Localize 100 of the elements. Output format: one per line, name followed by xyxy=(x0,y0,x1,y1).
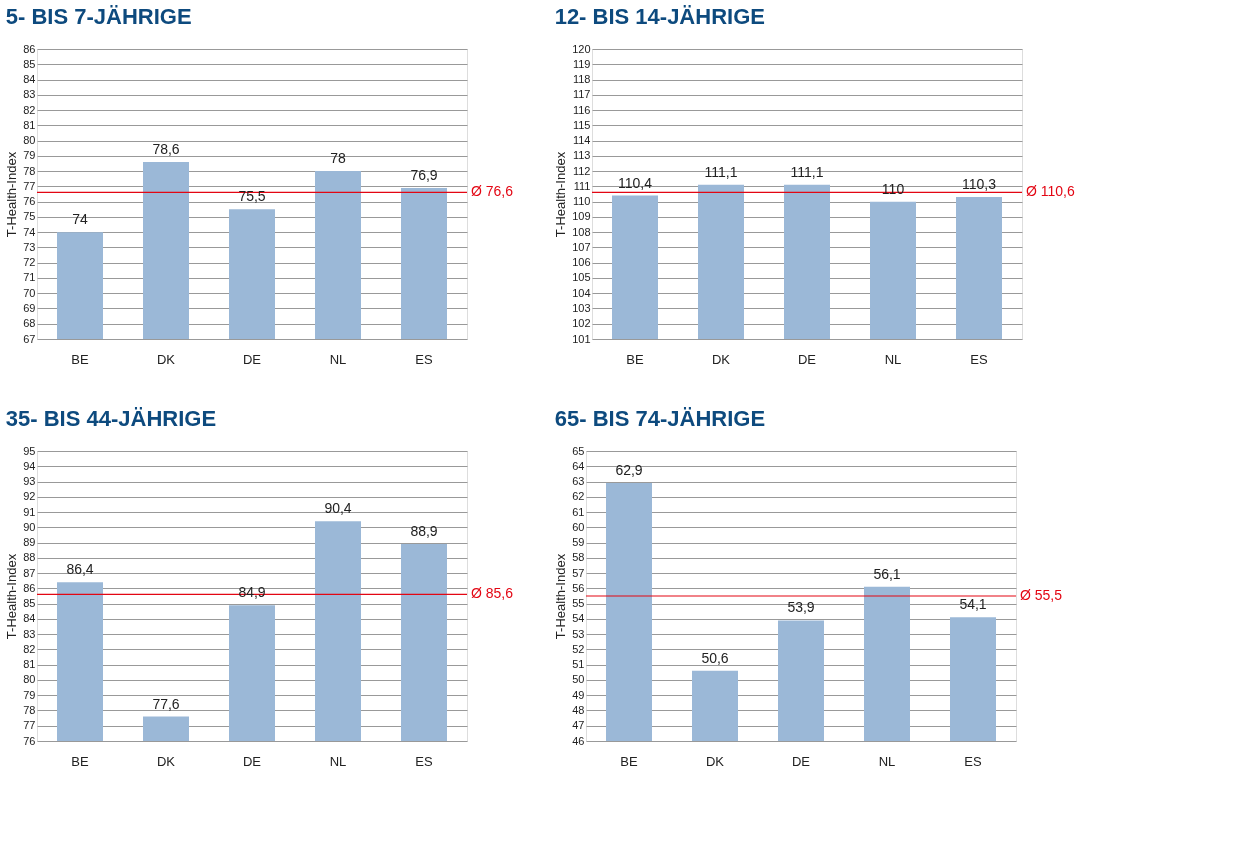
chart-title: 12- BIS 14-JÄHRIGE xyxy=(554,4,765,29)
y-tick-label: 64 xyxy=(572,459,585,472)
ref-line-label: Ø 55,5 xyxy=(1020,587,1063,603)
y-tick-label: 76 xyxy=(23,734,36,747)
y-tick-label: 51 xyxy=(572,658,585,671)
y-tick-label: 120 xyxy=(572,42,591,55)
y-tick-label: 83 xyxy=(23,88,36,101)
y-tick-label: 47 xyxy=(572,719,585,732)
y-tick-label: 62 xyxy=(572,490,585,503)
y-tick-label: 102 xyxy=(572,317,591,330)
data-label: 78 xyxy=(330,150,346,167)
y-tick-label: 113 xyxy=(572,149,591,162)
y-tick-label: 75 xyxy=(23,210,36,223)
y-tick-label: 82 xyxy=(23,103,36,116)
y-tick-label: 68 xyxy=(23,317,36,330)
x-tick-label: DK xyxy=(705,753,725,769)
x-tick-label: DK xyxy=(156,753,176,769)
y-tick-label: 81 xyxy=(23,658,36,671)
y-tick-label: 81 xyxy=(23,118,36,131)
y-tick-label: 78 xyxy=(23,703,36,716)
x-tick-label: ES xyxy=(415,351,433,367)
ref-line-label: Ø 76,6 xyxy=(471,183,514,200)
x-tick-label: ES xyxy=(964,753,982,769)
x-tick-label: DK xyxy=(711,351,731,367)
y-tick-label: 49 xyxy=(572,688,585,701)
y-tick-label: 59 xyxy=(572,536,585,549)
x-tick-label: DE xyxy=(791,753,811,769)
y-tick-label: 85 xyxy=(23,597,36,610)
data-label: 62,9 xyxy=(615,462,643,479)
y-tick-label: 70 xyxy=(23,286,36,299)
y-tick-label: 57 xyxy=(572,566,585,579)
data-label: 86,4 xyxy=(66,561,94,578)
y-tick-label: 89 xyxy=(23,536,36,549)
data-label: 88,9 xyxy=(410,523,438,540)
y-axis-title: T-Health-Index xyxy=(4,553,20,640)
y-tick-label: 83 xyxy=(23,627,36,640)
y-tick-label: 72 xyxy=(23,256,36,269)
x-tick-label: BE xyxy=(626,351,644,367)
y-tick-label: 110 xyxy=(572,195,591,208)
y-tick-label: 92 xyxy=(23,490,36,503)
y-tick-label: 116 xyxy=(572,103,591,116)
y-tick-label: 115 xyxy=(572,118,591,131)
y-tick-label: 46 xyxy=(572,734,585,747)
y-tick-label: 79 xyxy=(23,688,36,701)
y-tick-label: 112 xyxy=(572,164,591,177)
y-tick-label: 63 xyxy=(572,475,585,488)
y-tick-label: 82 xyxy=(23,642,36,655)
data-label: 110,4 xyxy=(618,174,653,191)
y-tick-label: 101 xyxy=(572,332,591,345)
x-tick-label: DE xyxy=(242,753,262,769)
y-tick-label: 65 xyxy=(572,444,585,457)
x-tick-label: DE xyxy=(797,351,817,367)
y-tick-label: 74 xyxy=(23,225,36,238)
y-tick-label: 54 xyxy=(572,612,585,625)
y-tick-label: 84 xyxy=(23,73,36,86)
ref-line-label: Ø 85,6 xyxy=(471,585,514,602)
y-tick-label: 90 xyxy=(23,520,36,533)
y-tick-label: 109 xyxy=(572,210,591,223)
data-label: 50,6 xyxy=(701,649,729,666)
data-label: 90,4 xyxy=(324,500,352,517)
x-tick-label: ES xyxy=(415,753,433,769)
y-tick-label: 106 xyxy=(572,256,591,269)
y-tick-label: 119 xyxy=(572,57,591,70)
y-tick-label: 53 xyxy=(572,627,585,640)
y-tick-label: 67 xyxy=(23,332,36,345)
y-tick-label: 117 xyxy=(572,88,591,101)
data-label: 77,6 xyxy=(152,695,180,712)
y-tick-label: 114 xyxy=(572,134,591,147)
data-label: 111,1 xyxy=(790,163,824,180)
data-label: 76,9 xyxy=(410,166,438,183)
y-tick-label: 52 xyxy=(572,642,585,655)
x-tick-label: ES xyxy=(970,351,988,367)
data-label: 54,1 xyxy=(959,596,987,613)
y-tick-label: 78 xyxy=(23,164,36,177)
y-tick-label: 77 xyxy=(23,719,36,732)
y-tick-label: 88 xyxy=(23,551,36,564)
y-tick-label: 48 xyxy=(572,703,585,716)
y-tick-label: 50 xyxy=(572,673,585,686)
y-tick-label: 80 xyxy=(23,673,36,686)
y-tick-label: 108 xyxy=(572,225,591,238)
x-tick-label: NL xyxy=(884,351,902,367)
y-tick-label: 56 xyxy=(572,581,585,594)
y-tick-label: 94 xyxy=(23,459,36,472)
x-tick-label: BE xyxy=(71,753,89,769)
y-tick-label: 71 xyxy=(23,271,36,284)
y-tick-label: 80 xyxy=(23,134,36,147)
y-tick-label: 87 xyxy=(23,566,36,579)
y-tick-label: 84 xyxy=(23,612,36,625)
chart-title: 35- BIS 44-JÄHRIGE xyxy=(5,406,217,431)
y-tick-label: 61 xyxy=(572,505,585,518)
x-tick-label: BE xyxy=(71,351,89,367)
y-axis-title: T-Health-Index xyxy=(553,151,569,238)
data-label: 78,6 xyxy=(152,140,180,157)
y-tick-label: 111 xyxy=(573,179,591,192)
data-label: 56,1 xyxy=(873,565,901,582)
y-tick-label: 103 xyxy=(572,301,591,314)
x-tick-label: NL xyxy=(329,351,347,367)
y-tick-label: 85 xyxy=(23,57,36,70)
y-tick-label: 58 xyxy=(572,551,585,564)
y-axis-title: T-Health-Index xyxy=(4,151,20,238)
